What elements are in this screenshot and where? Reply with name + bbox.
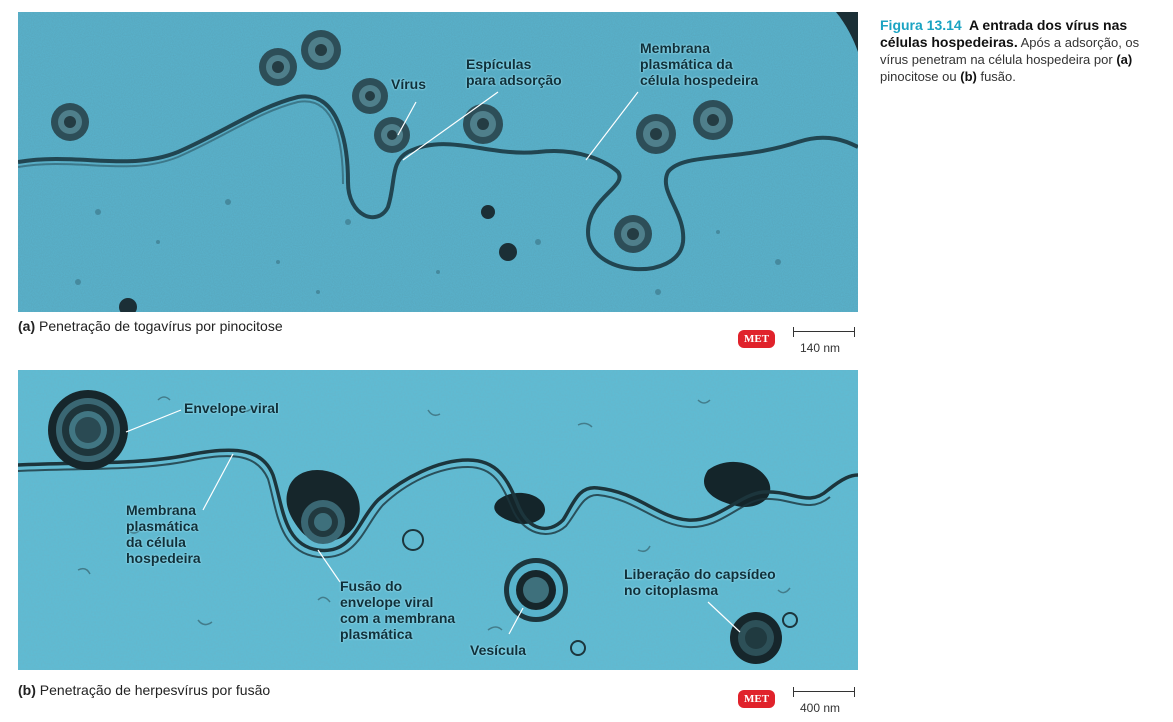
micrograph-b: Envelope viral Membrana plasmática da cé… (18, 370, 858, 670)
micrograph-b-image (18, 370, 858, 670)
figure-caption: Figura 13.14 A entrada dos vírus nas cél… (880, 17, 1162, 85)
caption-a-letter: (a) (18, 318, 36, 334)
scale-label-b: 400 nm (800, 701, 841, 715)
label-membrane-b-line3: da célula (126, 534, 186, 550)
label-fusion-line4: plasmática (340, 626, 413, 642)
label-membrane-b-line4: hospedeira (126, 550, 201, 566)
label-vesicle: Vesícula (470, 642, 527, 658)
figure-text-3: fusão. (976, 69, 1016, 84)
label-release-line1: Liberação do capsídeo (624, 566, 776, 582)
figure-ref-b: (b) (960, 69, 977, 84)
figure-title: A entrada dos vírus nas células hospedei… (880, 17, 1128, 50)
met-badge-b: MET (738, 690, 776, 708)
caption-b: (b) Penetração de herpesvírus por fusão (18, 682, 270, 698)
caption-b-letter: (b) (18, 682, 36, 698)
label-fusion-line2: envelope viral (340, 594, 434, 610)
caption-a: (a) Penetração de togavírus por pinocito… (18, 318, 283, 334)
caption-a-text: Penetração de togavírus por pinocitose (35, 318, 283, 334)
figure-number: Figura 13.14 (880, 17, 962, 33)
micrograph-a-image (18, 12, 858, 312)
label-membrane-line3: célula hospedeira (640, 72, 759, 88)
figure-ref-a: (a) (1116, 52, 1133, 67)
label-spicules-line2: para adsorção (466, 72, 562, 88)
micrograph-a: Vírus Espículas para adsorção Membrana p… (18, 12, 858, 312)
label-spicules-line1: Espículas (466, 56, 532, 72)
scale-bar-a (793, 327, 855, 337)
caption-b-text: Penetração de herpesvírus por fusão (35, 682, 271, 698)
scale-bar-b (793, 687, 855, 697)
label-membrane-line1: Membrana (640, 40, 711, 56)
label-fusion-line1: Fusão do (340, 578, 403, 594)
label-membrane-b-line2: plasmática (126, 518, 199, 534)
label-membrane-b-line1: Membrana (126, 502, 197, 518)
label-envelope: Envelope viral (184, 400, 279, 416)
label-membrane-line2: plasmática da (640, 56, 733, 72)
scale-label-a: 140 nm (800, 341, 841, 355)
met-badge-a: MET (738, 330, 776, 348)
label-virus: Vírus (391, 76, 427, 92)
label-fusion-line3: com a membrana (340, 610, 456, 626)
figure-text-1: Após a adsorção, os vírus penetram na cé… (880, 35, 1140, 67)
label-release-line2: no citoplasma (624, 582, 719, 598)
figure-text-2: pinocitose ou (880, 69, 961, 84)
